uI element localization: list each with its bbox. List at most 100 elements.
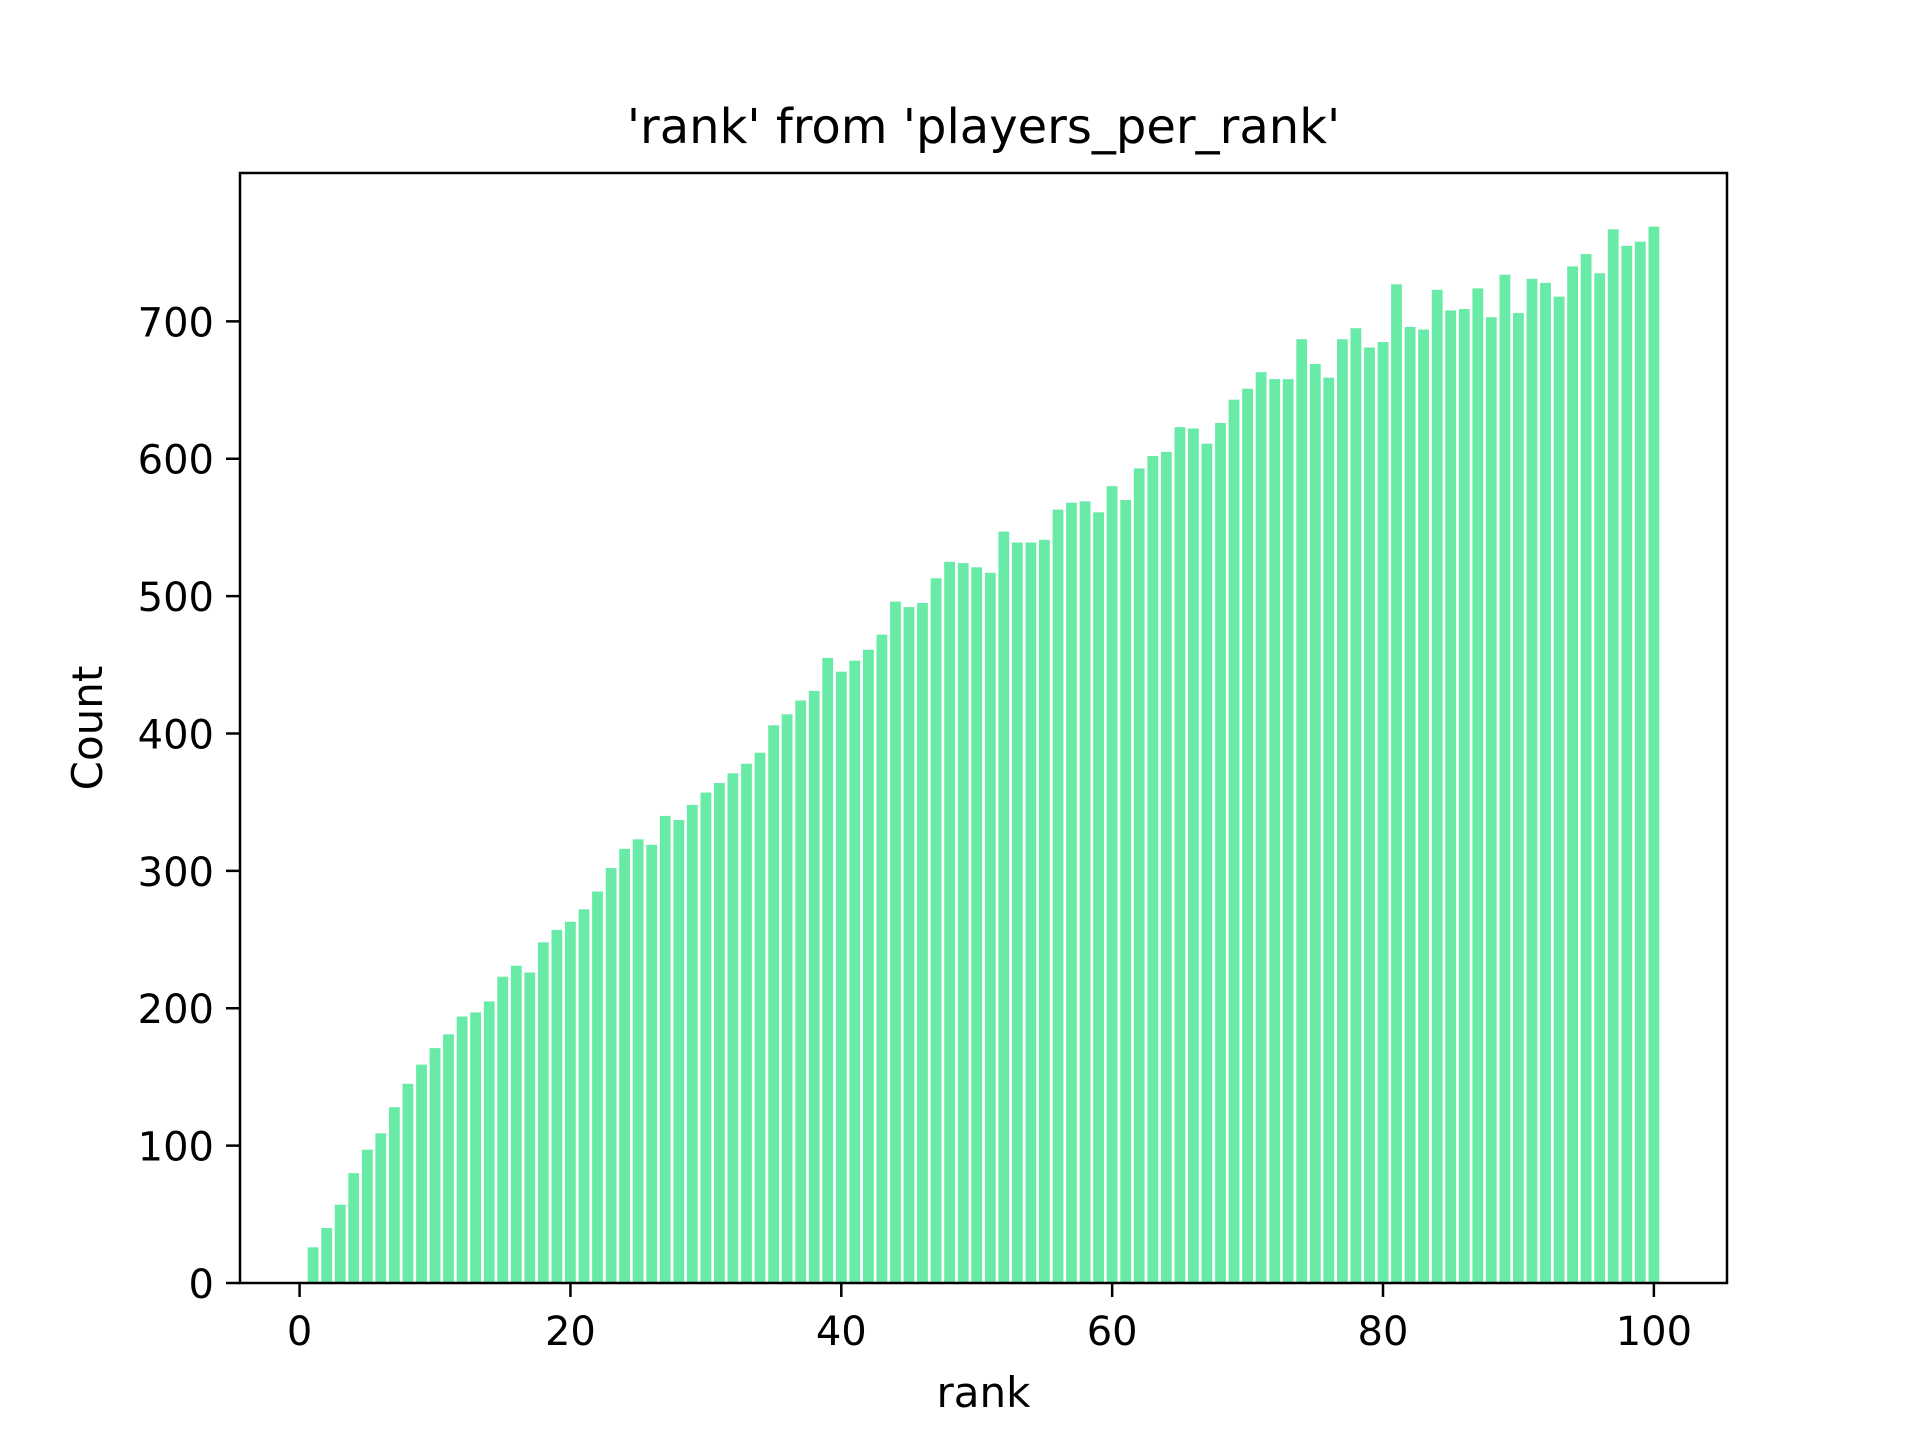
bar-rank-66 bbox=[1188, 428, 1199, 1283]
bar-rank-18 bbox=[537, 942, 549, 1283]
bar-rank-54 bbox=[1025, 542, 1037, 1283]
bar-rank-42 bbox=[863, 649, 874, 1283]
bar-rank-90 bbox=[1513, 313, 1524, 1284]
bar-rank-37 bbox=[795, 700, 807, 1283]
bar-rank-59 bbox=[1093, 512, 1104, 1283]
bar-rank-1 bbox=[307, 1247, 319, 1283]
bar-rank-62 bbox=[1133, 468, 1145, 1283]
bar-rank-65 bbox=[1174, 427, 1186, 1284]
bar-rank-53 bbox=[1011, 542, 1023, 1283]
bar-rank-85 bbox=[1445, 310, 1457, 1283]
bar-rank-93 bbox=[1553, 296, 1565, 1284]
bar-rank-3 bbox=[334, 1204, 346, 1283]
bar-rank-5 bbox=[361, 1149, 373, 1283]
bar-rank-80 bbox=[1377, 342, 1389, 1283]
bar-rank-83 bbox=[1418, 329, 1429, 1284]
x-tick-label: 0 bbox=[287, 1309, 312, 1355]
x-tick-label: 100 bbox=[1616, 1309, 1692, 1355]
bar-rank-21 bbox=[578, 909, 590, 1283]
bar-rank-100 bbox=[1648, 226, 1660, 1284]
y-tick-label: 100 bbox=[138, 1125, 214, 1171]
bar-rank-31 bbox=[714, 783, 725, 1283]
y-axis-label: Count bbox=[63, 665, 112, 791]
bar-rank-33 bbox=[741, 763, 752, 1283]
bar-rank-4 bbox=[348, 1173, 360, 1283]
x-tick-label: 40 bbox=[816, 1309, 867, 1355]
bar-rank-60 bbox=[1106, 486, 1118, 1283]
x-axis-label: rank bbox=[936, 1368, 1031, 1417]
bar-rank-25 bbox=[632, 839, 644, 1283]
bar-rank-14 bbox=[483, 1001, 495, 1283]
bar-rank-64 bbox=[1160, 451, 1172, 1283]
bar-rank-72 bbox=[1269, 379, 1281, 1284]
bar-rank-69 bbox=[1228, 399, 1240, 1283]
bar-rank-45 bbox=[903, 607, 915, 1283]
bar-rank-29 bbox=[686, 804, 698, 1283]
bar-rank-48 bbox=[944, 561, 955, 1283]
bar-rank-44 bbox=[890, 601, 901, 1283]
bar-rank-8 bbox=[402, 1083, 414, 1283]
bar-rank-56 bbox=[1052, 509, 1064, 1284]
bar-rank-17 bbox=[524, 972, 536, 1283]
x-tick-label: 60 bbox=[1087, 1309, 1138, 1355]
bar-rank-86 bbox=[1458, 309, 1470, 1283]
bar-rank-41 bbox=[849, 660, 861, 1283]
bar-rank-99 bbox=[1634, 241, 1646, 1284]
bar-rank-88 bbox=[1485, 317, 1497, 1283]
bar-rank-84 bbox=[1431, 289, 1443, 1283]
bar-rank-46 bbox=[917, 603, 928, 1283]
bar-rank-55 bbox=[1039, 539, 1050, 1283]
bar-rank-23 bbox=[605, 868, 617, 1283]
bar-rank-67 bbox=[1201, 443, 1213, 1284]
bar-rank-82 bbox=[1404, 326, 1416, 1283]
bar-rank-6 bbox=[375, 1133, 387, 1283]
bar-rank-11 bbox=[443, 1034, 454, 1283]
bar-rank-58 bbox=[1079, 501, 1091, 1283]
bar-rank-74 bbox=[1296, 339, 1308, 1283]
bar-rank-92 bbox=[1540, 282, 1551, 1283]
bar-rank-2 bbox=[321, 1228, 333, 1283]
bar-rank-96 bbox=[1594, 273, 1606, 1283]
bar-rank-10 bbox=[429, 1048, 441, 1283]
bar-rank-81 bbox=[1391, 284, 1402, 1283]
y-tick-label: 400 bbox=[138, 712, 214, 758]
bar-rank-71 bbox=[1255, 372, 1267, 1283]
bar-rank-38 bbox=[808, 690, 820, 1283]
y-tick-label: 0 bbox=[189, 1262, 214, 1308]
bar-rank-87 bbox=[1472, 288, 1484, 1283]
bar-rank-26 bbox=[646, 844, 658, 1283]
bar-rank-61 bbox=[1120, 500, 1132, 1283]
y-tick-label: 600 bbox=[138, 438, 214, 484]
bar-rank-78 bbox=[1350, 328, 1362, 1283]
bar-rank-19 bbox=[551, 929, 563, 1283]
bar-rank-94 bbox=[1567, 266, 1578, 1283]
bar-rank-91 bbox=[1526, 278, 1538, 1283]
bar-rank-77 bbox=[1337, 339, 1348, 1283]
y-tick-label: 200 bbox=[138, 987, 214, 1033]
bar-rank-47 bbox=[930, 578, 942, 1283]
bar-rank-70 bbox=[1242, 388, 1253, 1283]
bar-rank-28 bbox=[673, 820, 685, 1283]
bar-rank-39 bbox=[822, 657, 834, 1283]
bar-rank-75 bbox=[1309, 364, 1321, 1283]
bar-rank-30 bbox=[700, 792, 712, 1283]
bar-rank-34 bbox=[754, 752, 766, 1283]
bar-rank-68 bbox=[1215, 423, 1226, 1283]
bar-rank-73 bbox=[1282, 379, 1294, 1284]
bar-rank-76 bbox=[1323, 377, 1335, 1283]
bar-rank-43 bbox=[876, 634, 888, 1283]
bar-rank-51 bbox=[984, 572, 996, 1283]
bar-rank-15 bbox=[497, 976, 509, 1283]
bar-rank-98 bbox=[1621, 245, 1633, 1283]
bar-rank-63 bbox=[1147, 456, 1159, 1283]
bar-rank-16 bbox=[510, 965, 522, 1283]
bar-rank-89 bbox=[1499, 274, 1511, 1283]
bar-rank-20 bbox=[565, 921, 576, 1283]
y-tick-label: 300 bbox=[138, 850, 214, 896]
bar-rank-49 bbox=[957, 563, 969, 1283]
bar-rank-52 bbox=[998, 531, 1010, 1283]
x-tick-label: 80 bbox=[1358, 1309, 1409, 1355]
y-tick-label: 700 bbox=[138, 300, 214, 346]
